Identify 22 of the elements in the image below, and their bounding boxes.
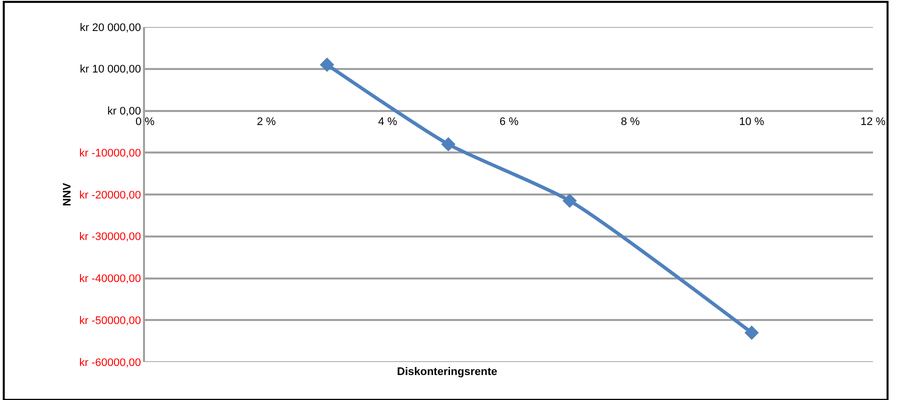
- point: [562, 194, 577, 208]
- y-tick-label: kr -60000,00: [79, 356, 142, 369]
- point: [744, 326, 759, 340]
- x-tick-label: 4 %: [378, 116, 398, 128]
- x-tick-label: 12 %: [860, 116, 886, 128]
- point: [441, 137, 456, 152]
- y-tick-label: kr 10 000,00: [80, 64, 142, 76]
- y-axis-title: NNV: [61, 182, 74, 206]
- y-tick-label: kr -30000,00: [79, 231, 142, 244]
- x-tick-label: 10 %: [739, 116, 764, 128]
- y-tick-label: kr 0,00: [107, 106, 142, 118]
- y-tick-label: kr -20000,00: [79, 189, 142, 202]
- y-tick-label: kr -50000,00: [79, 314, 142, 327]
- x-axis-title: Diskonteringsrente: [397, 366, 498, 378]
- y-tick-label: kr 20 000,00: [80, 22, 142, 34]
- y-tick-label: kr -40000,00: [79, 273, 142, 286]
- point: [320, 58, 334, 72]
- y-tick-label: kr -10000,00: [79, 147, 142, 160]
- x-tick-label: 8 %: [620, 116, 640, 128]
- x-tick-label: 2 %: [256, 116, 276, 128]
- x-tick-label: 6 %: [500, 116, 519, 128]
- x-tick-label: 0 %: [136, 116, 155, 128]
